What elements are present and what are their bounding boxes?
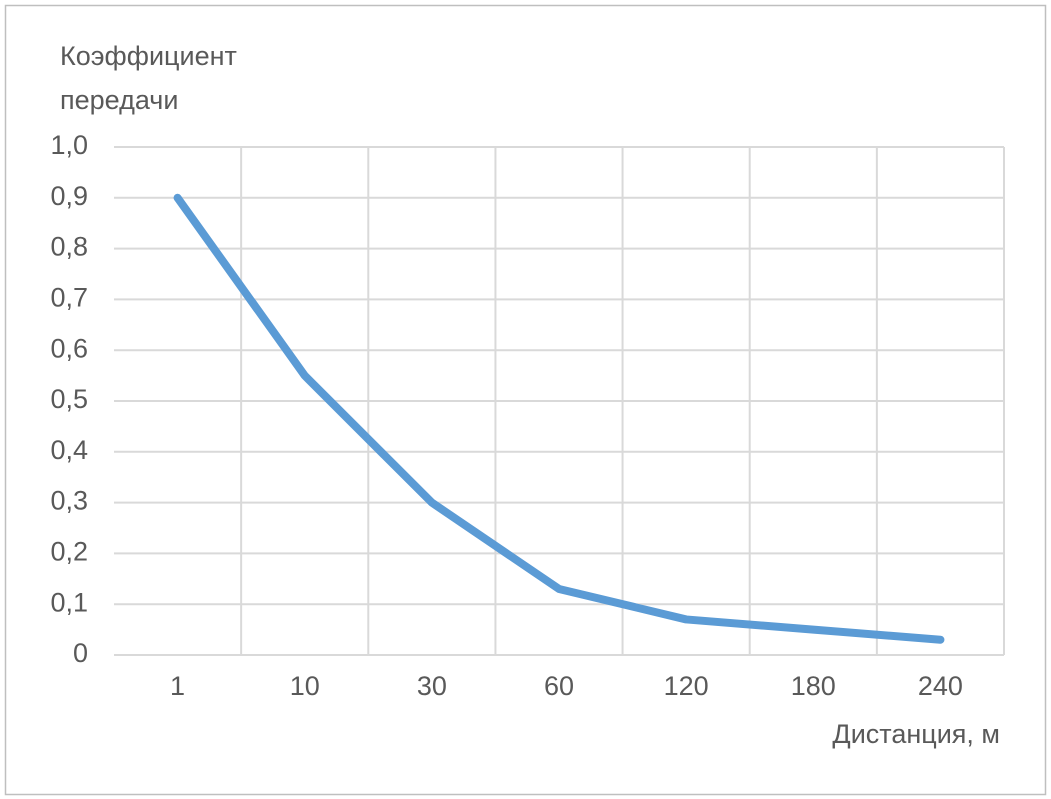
x-tick-label: 1 [170,671,185,701]
y-tick-label: 0,4 [50,435,88,465]
y-tick-label: 0,7 [50,283,88,313]
y-axis-label: Коэффициент передачи [60,41,237,115]
y-tick-label: 0,3 [50,486,88,516]
y-tick-label: 0,9 [50,181,88,211]
y-tick-label: 0 [73,638,88,668]
y-tick-label: 0,2 [50,537,88,567]
y-tick-label: 0,5 [50,384,88,414]
y-tick-label: 0,6 [50,333,88,363]
x-tick-label: 30 [417,671,447,701]
x-tick-label: 180 [791,671,836,701]
x-tick-label: 10 [290,671,320,701]
y-tick-label: 1,0 [50,130,88,160]
x-tick-label: 120 [664,671,709,701]
x-axis-label: Дистанция, м [832,719,1000,749]
x-tick-label: 240 [918,671,963,701]
x-tick-label: 60 [544,671,574,701]
data-line [173,193,945,644]
y-tick-label: 0,8 [50,232,88,262]
y-tick-label: 0,1 [50,587,88,617]
